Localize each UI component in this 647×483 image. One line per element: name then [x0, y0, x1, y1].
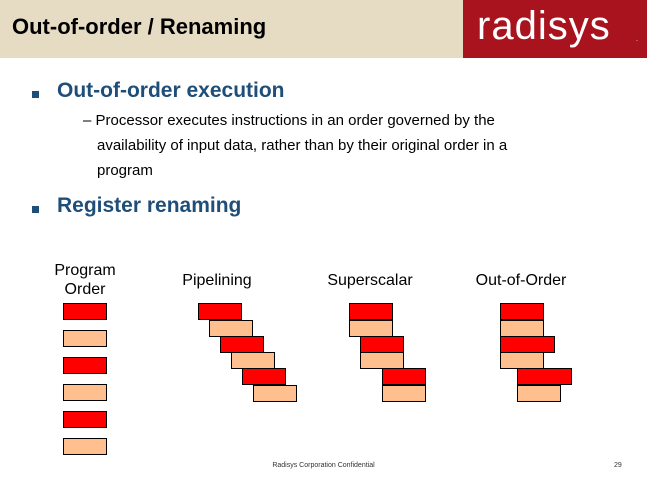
superscalar-block-5 — [382, 368, 426, 385]
out-of-order-block-3 — [500, 336, 555, 353]
slide-title: Out-of-order / Renaming — [12, 14, 267, 39]
logo-mark: . — [636, 36, 638, 43]
out-of-order-block-5 — [517, 368, 572, 385]
pipelining-block-2 — [209, 320, 253, 337]
slide-header: Out-of-order / Renaming radisys . — [0, 0, 647, 58]
out-of-order-block-4 — [500, 352, 544, 369]
program-order-block-5 — [63, 411, 107, 428]
bullet-subtext-line-2: availability of input data, rather than … — [97, 137, 508, 154]
superscalar-block-3 — [360, 336, 404, 353]
footer-confidential: Radisys Corporation Confidential — [272, 462, 375, 469]
logo-text: radisys — [477, 4, 611, 48]
bullet-heading-out-of-order: Out-of-order execution — [57, 79, 285, 102]
superscalar-block-2 — [349, 320, 393, 337]
superscalar-block-4 — [360, 352, 404, 369]
out-of-order-block-6 — [517, 385, 561, 402]
program-order-block-2 — [63, 330, 107, 347]
pipelining-block-3 — [220, 336, 264, 353]
program-order-block-6 — [63, 438, 107, 455]
bullet-subtext-line-3: program — [97, 162, 153, 179]
label-program-order: Program Order — [40, 261, 130, 299]
pipelining-block-6 — [253, 385, 297, 402]
out-of-order-block-2 — [500, 320, 544, 337]
pipelining-block-5 — [242, 368, 286, 385]
pipelining-block-4 — [231, 352, 275, 369]
pipelining-block-1 — [198, 303, 242, 320]
program-order-block-4 — [63, 384, 107, 401]
bullet-heading-register-renaming: Register renaming — [57, 194, 242, 217]
bullet-subtext-line-1: – Processor executes instructions in an … — [83, 112, 495, 129]
radisys-logo: radisys . — [463, 0, 647, 58]
superscalar-block-6 — [382, 385, 426, 402]
label-pipelining: Pipelining — [182, 272, 252, 289]
page-number: 29 — [614, 462, 622, 469]
label-superscalar: Superscalar — [327, 272, 413, 289]
out-of-order-block-1 — [500, 303, 544, 320]
label-program-order-line1: Program — [54, 262, 116, 279]
bullet-square-icon — [32, 91, 39, 98]
program-order-block-1 — [63, 303, 107, 320]
bullet-square-icon — [32, 206, 39, 213]
label-out-of-order: Out-of-Order — [475, 272, 567, 289]
label-program-order-line2: Order — [64, 281, 106, 298]
program-order-block-3 — [63, 357, 107, 374]
superscalar-block-1 — [349, 303, 393, 320]
